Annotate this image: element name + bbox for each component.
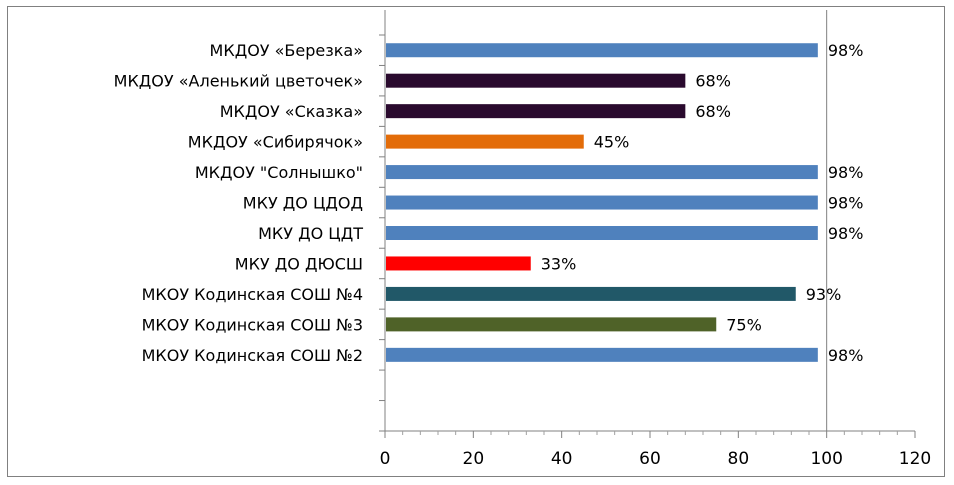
bar bbox=[386, 134, 584, 149]
data-label: 98% bbox=[828, 41, 864, 60]
category-label: МКДОУ «Сказка» bbox=[220, 102, 363, 121]
x-tick-label: 120 bbox=[899, 449, 931, 469]
bar bbox=[386, 165, 818, 180]
bar bbox=[386, 347, 818, 362]
data-label: 68% bbox=[695, 102, 731, 121]
data-label: 75% bbox=[726, 315, 762, 334]
data-label: 98% bbox=[828, 194, 864, 213]
data-label: 98% bbox=[828, 224, 864, 243]
category-label: МКДОУ "Солнышко" bbox=[195, 163, 363, 182]
bar bbox=[386, 195, 818, 210]
category-label: МКДОУ «Березка» bbox=[210, 41, 363, 60]
data-label: 93% bbox=[806, 285, 842, 304]
category-label: МКДОУ «Сибирячок» bbox=[188, 133, 363, 152]
category-label: МКОУ Кодинская СОШ №2 bbox=[142, 346, 363, 365]
data-label: 68% bbox=[695, 72, 731, 91]
x-tick-label: 80 bbox=[728, 449, 750, 469]
bar bbox=[386, 73, 686, 88]
x-tick-label: 20 bbox=[463, 449, 485, 469]
data-label: 33% bbox=[541, 254, 577, 273]
x-tick-label: 40 bbox=[551, 449, 573, 469]
bar bbox=[386, 226, 818, 240]
category-label: МКДОУ «Аленький цветочек» bbox=[114, 72, 363, 91]
x-tick-label: 0 bbox=[380, 449, 391, 469]
x-tick-label: 60 bbox=[639, 449, 661, 469]
category-label: МКУ ДО ЦДТ bbox=[258, 224, 363, 243]
data-label: 98% bbox=[828, 346, 864, 365]
category-label: МКУ ДО ЦДОД bbox=[243, 194, 363, 213]
category-label: МКОУ Кодинская СОШ №4 bbox=[142, 285, 363, 304]
category-label: МКУ ДО ДЮСШ bbox=[235, 254, 363, 273]
bar bbox=[386, 104, 686, 119]
bar bbox=[386, 286, 796, 301]
data-label: 98% bbox=[828, 163, 864, 182]
x-tick-label: 100 bbox=[810, 449, 842, 469]
bar bbox=[386, 256, 531, 271]
category-label: МКОУ Кодинская СОШ №3 bbox=[142, 315, 363, 334]
data-label: 45% bbox=[594, 133, 630, 152]
chart-frame bbox=[7, 6, 945, 477]
bar bbox=[386, 317, 717, 332]
bar bbox=[386, 43, 818, 58]
